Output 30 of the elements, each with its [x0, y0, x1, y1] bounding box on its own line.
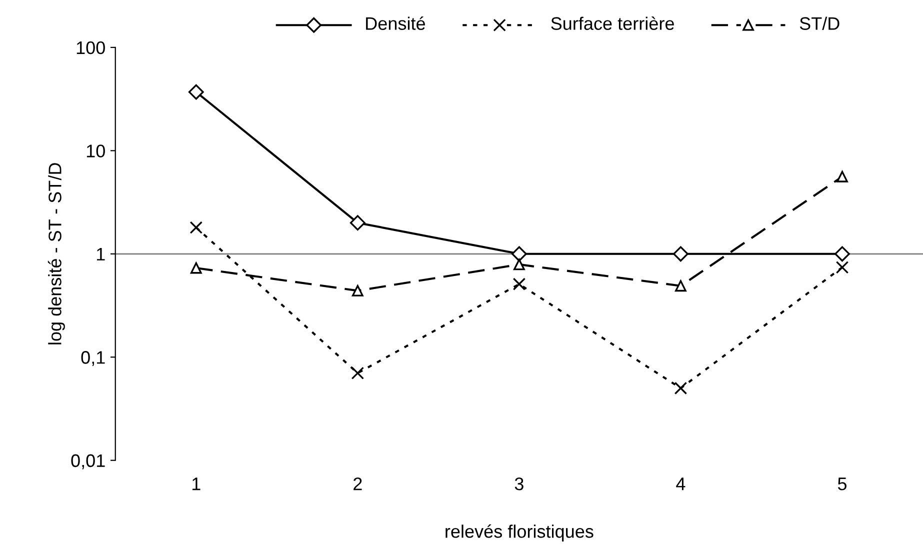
x-tick-label: 2 [354, 477, 362, 490]
point [673, 246, 688, 262]
point [834, 246, 850, 262]
y-tick-label: 100 [76, 41, 105, 54]
x-tick-label: 1 [192, 478, 200, 490]
point [351, 366, 364, 380]
legend-label: Surface terrière [551, 16, 674, 30]
y-tick-label: 0,01 [71, 454, 105, 470]
point [190, 221, 203, 234]
point [350, 215, 366, 231]
x-tick-label: 3 [514, 477, 524, 490]
point [675, 280, 686, 292]
x-tick-label: 5 [838, 478, 846, 490]
point [190, 262, 202, 274]
y-tick-label: 10 [86, 144, 105, 158]
point [836, 261, 849, 274]
y-tick-label: 1 [96, 248, 105, 260]
legend-label: Densité [366, 16, 425, 30]
point [511, 246, 527, 262]
y-axis-title: log densité - ST - ST/D [48, 163, 65, 344]
point [352, 285, 364, 296]
point [512, 278, 526, 290]
point [836, 170, 848, 182]
x-axis-title: relevés floristiques [446, 524, 594, 542]
point [188, 84, 204, 100]
point [674, 382, 688, 395]
y-tick-label: 0,1 [81, 351, 105, 366]
legend-label: ST/D [800, 16, 840, 30]
x-tick-label: 4 [676, 478, 686, 490]
point [513, 258, 525, 270]
